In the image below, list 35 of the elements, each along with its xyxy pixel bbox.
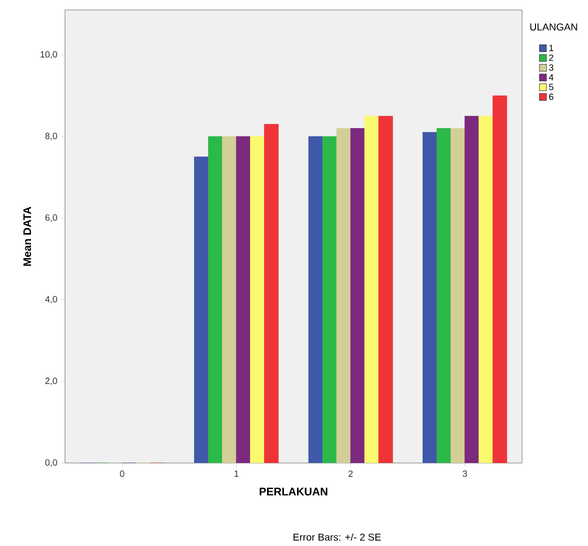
bar [436, 128, 452, 463]
bar [350, 128, 365, 463]
bar [208, 136, 223, 463]
text: Error Bars: +/- 2 SE [294, 533, 381, 541]
bar [236, 136, 251, 463]
bar [308, 136, 323, 463]
x-tick-label: 2 [348, 470, 353, 477]
x-tick-label: 1 [234, 470, 238, 477]
y-tick-label: 8,0 [45, 132, 58, 140]
legend-label: 4 [548, 74, 554, 80]
x-tick-label: 3 [462, 470, 467, 477]
legend-label: 6 [549, 94, 554, 100]
y-axis-title: Mean DATA [23, 206, 32, 266]
x-axis-title: PERLAKUAN [260, 488, 328, 496]
legend-label: 3 [549, 64, 554, 71]
legend-label: 1 [549, 44, 554, 52]
y-tick-label: 2,0 [45, 378, 58, 386]
y-tick-label: 0,0 [45, 459, 58, 467]
bar [464, 116, 480, 463]
legend-label: 2 [549, 54, 554, 61]
y-tick-label: 4,0 [45, 296, 58, 304]
bar [450, 128, 466, 463]
bar [322, 136, 337, 463]
y-tick-label: 6,0 [45, 214, 58, 222]
bar [478, 116, 494, 463]
bar [194, 156, 209, 463]
bar [250, 136, 265, 463]
x-tick-label: 0 [120, 470, 124, 477]
legend-label: 5 [549, 84, 554, 90]
bar [422, 132, 438, 463]
bar [364, 116, 379, 463]
legend-title: ULANGAN [530, 23, 578, 31]
bar [222, 136, 237, 463]
bar [336, 128, 351, 463]
y-tick-label: 10,0 [40, 51, 58, 59]
